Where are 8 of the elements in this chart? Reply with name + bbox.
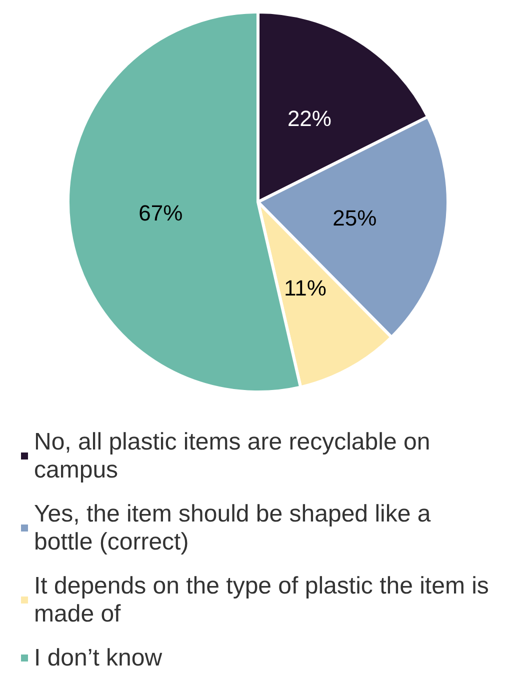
data-label: 11% [284,275,326,300]
legend-label: I don’t know [34,644,163,672]
data-label: 22% [287,106,332,132]
legend-label: No, all plastic items are recyclable on campus [34,428,437,484]
legend-label: It depends on the type of plastic the item is made of [34,572,496,628]
data-label: 25% [332,205,377,230]
legend-label: Yes, the item should be shaped like a bottle (correct) [34,500,438,556]
data-label: 67% [138,200,183,226]
